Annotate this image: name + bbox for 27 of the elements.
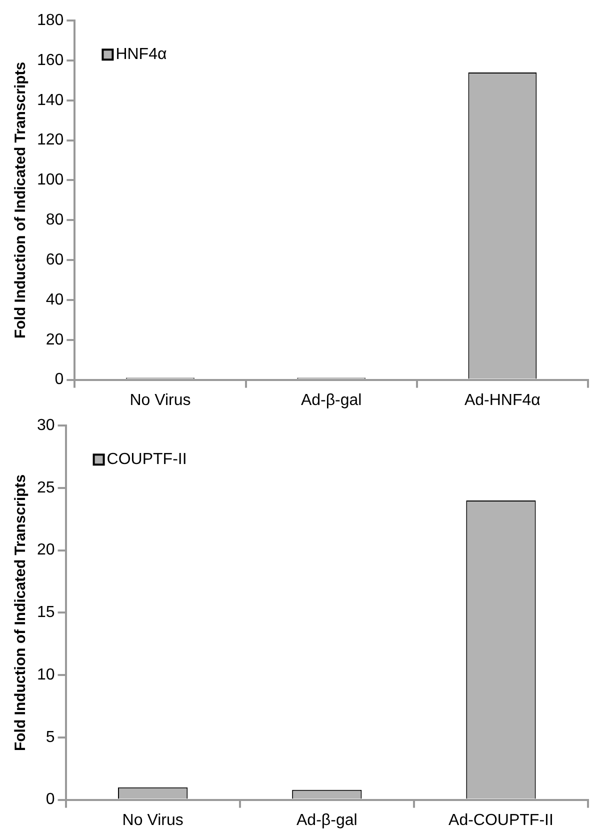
y-tick-label: 15 <box>37 604 55 622</box>
x-tick-label: Ad-β-gal <box>296 812 358 829</box>
y-tick-label: 30 <box>37 417 55 434</box>
y-tick-label: 40 <box>46 291 64 308</box>
y-tick-label: 5 <box>46 728 55 746</box>
y-tick-label: 120 <box>36 132 64 149</box>
y-tick-label: 100 <box>36 172 64 189</box>
x-tick-label: No Virus <box>130 392 191 409</box>
y-axis-title: Fold Induction of Indicated Transcripts <box>12 62 30 339</box>
y-tick-label: 20 <box>37 542 55 559</box>
x-tick-label: No Virus <box>122 812 184 829</box>
y-tick-label: 0 <box>46 791 55 808</box>
y-tick-label: 140 <box>36 92 64 109</box>
y-axis-title: Fold Induction of Indicated Transcripts <box>12 474 30 752</box>
x-tick-label: Ad-COUPTF-II <box>448 812 554 829</box>
y-tick-label: 0 <box>54 371 64 388</box>
y-tick-label: 60 <box>46 251 64 268</box>
y-tick-label: 10 <box>37 666 55 684</box>
x-tick-label: Ad-HNF4α <box>464 392 540 409</box>
y-tick-label: 25 <box>37 479 55 496</box>
y-tick-label: 180 <box>36 12 64 30</box>
y-tick-label: 20 <box>46 331 64 348</box>
y-tick-label: 80 <box>46 212 64 229</box>
legend-label: HNF4α <box>116 46 167 64</box>
y-tick-label: 160 <box>36 52 64 69</box>
legend-label: COUPTF-II <box>106 451 187 468</box>
x-tick-label: Ad-β-gal <box>300 392 362 409</box>
